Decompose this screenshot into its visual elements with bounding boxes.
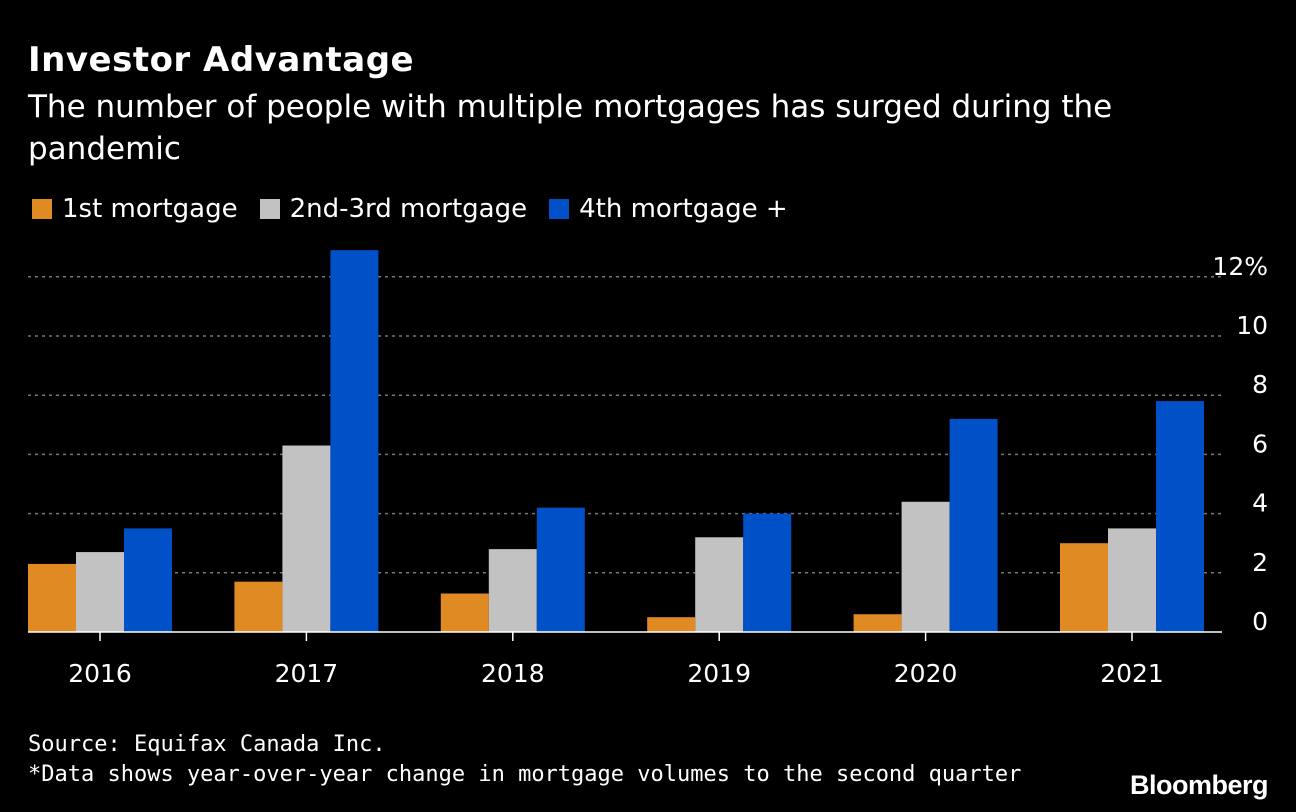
legend-swatch-1st-mortgage (32, 199, 52, 219)
x-tick-label-2019: 2019 (687, 659, 751, 688)
bar-1st-mortgage-2019 (647, 617, 696, 632)
bar-1st-mortgage-2021 (1060, 543, 1108, 632)
legend-item-2nd-3rd-mortgage: 2nd-3rd mortgage (259, 194, 528, 224)
bar-1st-mortgage-2018 (440, 593, 489, 632)
x-tick-label-2018: 2018 (481, 659, 545, 688)
bar-2nd-3rd-mortgage-2021 (1108, 528, 1156, 632)
legend-label-4th-mortgage: 4th mortgage + (579, 194, 788, 224)
legend-item-4th-mortgage: 4th mortgage + (549, 194, 788, 224)
bar-4th-mortgage-2020 (949, 418, 998, 632)
bar-4th-mortgage-2021 (1156, 401, 1204, 632)
bar-2nd-3rd-mortgage-2018 (488, 549, 537, 632)
bar-1st-mortgage-2017 (234, 581, 283, 632)
legend-label-2nd-3rd-mortgage: 2nd-3rd mortgage (289, 194, 528, 224)
x-tick-label-2016: 2016 (68, 659, 132, 688)
y-tick-label-0: 0 (1252, 607, 1268, 636)
data-footnote: *Data shows year-over-year change in mor… (28, 762, 1022, 787)
legend-item-1st-mortgage: 1st mortgage (32, 194, 238, 224)
chart-subtitle: The number of people with multiple mortg… (28, 89, 1113, 167)
legend-swatch-4th-mortgage (549, 199, 570, 219)
bar-2nd-3rd-mortgage-2019 (695, 537, 744, 632)
chart-title: Investor Advantage (28, 40, 415, 80)
y-tick-label-12: 12% (1212, 252, 1268, 281)
bloomberg-logo: Bloomberg (1129, 770, 1269, 800)
legend-label-1st-mortgage: 1st mortgage (62, 194, 238, 224)
y-tick-label-4: 4 (1252, 489, 1268, 518)
y-tick-label-8: 8 (1252, 370, 1268, 399)
bar-1st-mortgage-2020 (853, 614, 902, 632)
bar-4th-mortgage-2016 (124, 528, 172, 632)
bar-1st-mortgage-2016 (28, 563, 76, 632)
x-tick-label-2020: 2020 (894, 659, 958, 688)
x-tick-label-2021: 2021 (1100, 659, 1164, 688)
y-tick-label-2: 2 (1252, 548, 1268, 577)
bar-2nd-3rd-mortgage-2017 (282, 445, 331, 632)
y-tick-label-10: 10 (1236, 311, 1268, 340)
legend-swatch-2nd-3rd-mortgage (259, 199, 280, 219)
bar-2nd-3rd-mortgage-2016 (76, 552, 124, 632)
bar-chart: 0 2 4 6 8 10 12% 2016 2017 2018 2019 2020 2021 (28, 250, 1268, 688)
legend: 1st mortgage 2nd-3rd mortgage 4th mortga… (32, 194, 810, 224)
y-tick-label-6: 6 (1252, 429, 1268, 458)
source-note: Source: Equifax Canada Inc. (28, 732, 386, 757)
bar-4th-mortgage-2018 (536, 507, 585, 632)
x-tick-label-2017: 2017 (275, 659, 339, 688)
bar-4th-mortgage-2019 (743, 513, 792, 632)
bar-4th-mortgage-2017 (330, 250, 379, 632)
bar-2nd-3rd-mortgage-2020 (901, 501, 950, 632)
